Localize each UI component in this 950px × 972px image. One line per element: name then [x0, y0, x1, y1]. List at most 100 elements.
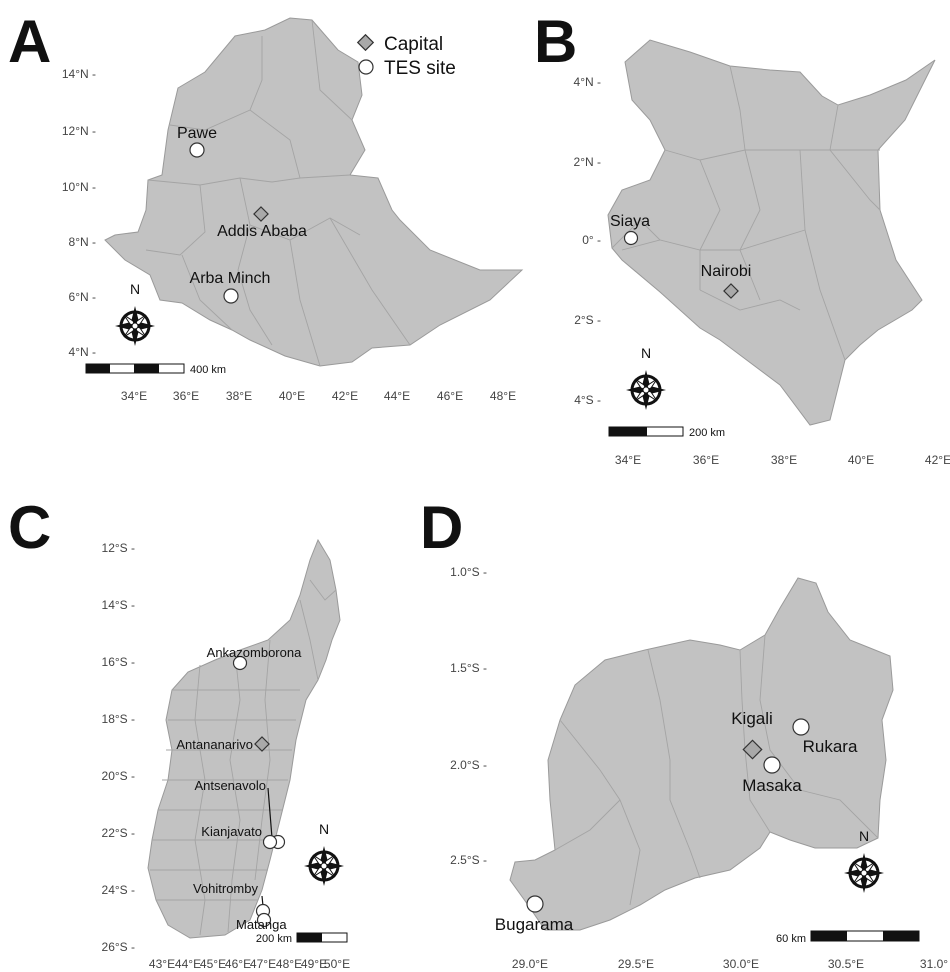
- site-marker-matanga: [256, 912, 272, 928]
- panel-d-x-axis: 29.0°E 29.5°E 30.0°E 30.5°E 31.0°: [512, 957, 948, 971]
- scale-bar-label: 400 km: [190, 364, 226, 376]
- capital-marker-kigali: [742, 739, 763, 760]
- scale-bar: 400 km: [85, 363, 226, 376]
- site-label-matanga: Matanga: [236, 917, 287, 932]
- site-label-kianjavato: Kianjavato: [201, 824, 262, 839]
- panel-c: C 12°S - 14°S - 16°S - 18°S - 20°S - 22°…: [8, 494, 350, 971]
- x-tick-label: 46°E: [225, 957, 251, 971]
- site-marker-ankazomborona: [232, 655, 248, 671]
- x-tick-label: 36°E: [173, 389, 199, 403]
- x-tick-label: 50°E: [324, 957, 350, 971]
- map-madagascar: [147, 538, 341, 939]
- y-tick-label: 14°S -: [102, 598, 135, 612]
- x-tick-label: 48°E: [276, 957, 302, 971]
- y-tick-label: 2°N -: [574, 155, 601, 169]
- y-tick-label: 8°N -: [69, 235, 96, 249]
- site-marker-arba-minch: [223, 288, 239, 304]
- y-tick-label: 16°S -: [102, 655, 135, 669]
- capital-label-antananarivo: Antananarivo: [176, 737, 253, 752]
- y-tick-label: 24°S -: [102, 883, 135, 897]
- map-kenya: [607, 39, 936, 426]
- compass-rose-icon: [302, 844, 346, 888]
- y-tick-label: 20°S -: [102, 769, 135, 783]
- x-tick-label: 29.0°E: [512, 957, 548, 971]
- y-tick-label: 12°N -: [62, 124, 96, 138]
- y-tick-label: 4°S -: [574, 393, 601, 407]
- site-marker-bugarama: [526, 895, 544, 913]
- x-tick-label: 42°E: [332, 389, 358, 403]
- x-tick-label: 34°E: [121, 389, 147, 403]
- panel-a: A 14°N - 12°N - 10°N - 8°N - 6°N - 4°N -…: [8, 8, 524, 403]
- y-tick-label: 14°N -: [62, 67, 96, 81]
- panel-b-x-axis: 34°E 36°E 38°E 40°E 42°E: [615, 453, 950, 467]
- panel-d-borders: [554, 634, 879, 906]
- site-label-siaya: Siaya: [610, 213, 650, 230]
- x-tick-label: 38°E: [771, 453, 797, 467]
- capital-marker-antananarivo: [254, 736, 270, 752]
- north-label: N: [641, 345, 651, 361]
- x-tick-label: 36°E: [693, 453, 719, 467]
- capital-label-nairobi: Nairobi: [701, 263, 752, 280]
- panel-c-borders: [150, 579, 337, 936]
- map-ethiopia: [104, 17, 524, 367]
- scale-bar: 60 km: [776, 930, 920, 945]
- y-tick-label: 1.0°S -: [450, 565, 487, 579]
- y-tick-label: 1.5°S -: [450, 661, 487, 675]
- scale-bar-label: 60 km: [776, 933, 806, 945]
- site-label-antsenavolo: Antsenavolo: [194, 778, 266, 793]
- site-label-ankazomborona: Ankazomborona: [207, 645, 302, 660]
- scale-bar-label: 200 km: [256, 933, 292, 945]
- y-tick-label: 12°S -: [102, 541, 135, 555]
- panel-a-x-axis: 34°E 36°E 38°E 40°E 42°E 44°E 46°E 48°E: [121, 389, 516, 403]
- x-tick-label: 29.5°E: [618, 957, 654, 971]
- x-tick-label: 38°E: [226, 389, 252, 403]
- y-tick-label: 6°N -: [69, 290, 96, 304]
- panel-c-y-axis: 12°S - 14°S - 16°S - 18°S - 20°S - 22°S …: [102, 541, 135, 954]
- x-tick-label: 48°E: [490, 389, 516, 403]
- x-tick-label: 46°E: [437, 389, 463, 403]
- scale-bar: 200 km: [256, 932, 348, 945]
- site-marker-rukara: [792, 718, 810, 736]
- x-tick-label: 44°E: [175, 957, 201, 971]
- y-tick-label: 26°S -: [102, 940, 135, 954]
- y-tick-label: 18°S -: [102, 712, 135, 726]
- y-tick-label: 2.0°S -: [450, 758, 487, 772]
- panel-d-y-axis: 1.0°S - 1.5°S - 2.0°S - 2.5°S -: [450, 565, 487, 867]
- y-tick-label: 0° -: [582, 233, 601, 247]
- compass-rose-icon: [624, 368, 668, 412]
- x-tick-label: 34°E: [615, 453, 641, 467]
- panel-letter-b: B: [534, 8, 577, 75]
- x-tick-label: 40°E: [848, 453, 874, 467]
- panel-letter-d: D: [420, 494, 463, 561]
- panel-c-x-axis: 43°E 44°E 45°E 46°E 47°E 48°E 49°E 50°E: [149, 957, 350, 971]
- site-marker-kianjavato: [262, 834, 278, 850]
- compass-rose-icon: [113, 304, 157, 348]
- y-tick-label: 10°N -: [62, 180, 96, 194]
- site-label-masaka: Masaka: [742, 776, 802, 795]
- site-circle-icon: [358, 59, 374, 75]
- x-tick-label: 43°E: [149, 957, 175, 971]
- site-marker-siaya: [623, 230, 639, 246]
- x-tick-label: 40°E: [279, 389, 305, 403]
- panel-b-borders: [611, 65, 881, 361]
- x-tick-label: 42°E: [925, 453, 950, 467]
- site-marker-pawe: [189, 142, 205, 158]
- site-label-rukara: Rukara: [803, 737, 858, 756]
- north-label: N: [859, 828, 869, 844]
- panel-d: D 1.0°S - 1.5°S - 2.0°S - 2.5°S - 29.0°E…: [420, 494, 948, 971]
- panel-letter-a: A: [8, 8, 51, 75]
- site-label-arba-minch: Arba Minch: [190, 270, 271, 287]
- capital-diamond-icon: [356, 33, 375, 52]
- x-tick-label: 30.0°E: [723, 957, 759, 971]
- site-marker-masaka: [763, 756, 781, 774]
- north-label: N: [130, 281, 140, 297]
- y-tick-label: 4°N -: [574, 75, 601, 89]
- x-tick-label: 44°E: [384, 389, 410, 403]
- x-tick-label: 30.5°E: [828, 957, 864, 971]
- y-tick-label: 4°N -: [69, 345, 96, 359]
- y-tick-label: 2.5°S -: [450, 853, 487, 867]
- panel-a-y-axis: 14°N - 12°N - 10°N - 8°N - 6°N - 4°N -: [62, 67, 96, 359]
- scale-bar: 200 km: [608, 426, 725, 439]
- capital-label-addis-ababa: Addis Ababa: [217, 223, 307, 240]
